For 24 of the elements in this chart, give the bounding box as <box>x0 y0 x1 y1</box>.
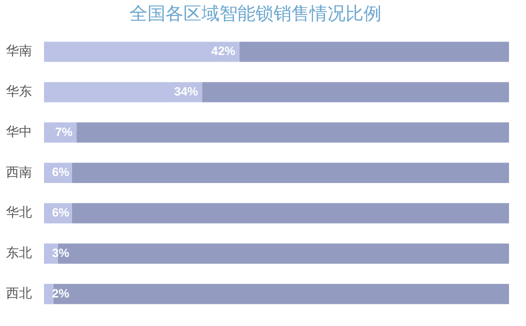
data-label: 6% <box>52 206 70 220</box>
data-label: 3% <box>52 246 70 260</box>
bar <box>44 284 54 304</box>
data-label: 2% <box>52 286 70 300</box>
chart-title: 全国各区域智能锁销售情况比例 <box>130 3 382 24</box>
data-label: 7% <box>55 124 73 139</box>
bar <box>202 82 509 102</box>
y-tick-label: 西北 <box>6 286 32 302</box>
y-tick-label: 西南 <box>6 165 32 180</box>
data-label: 34% <box>174 84 198 98</box>
y-tick-label: 华北 <box>6 206 32 221</box>
bar <box>72 162 509 183</box>
y-tick-label: 华南 <box>6 44 32 60</box>
y-tick-label: 华东 <box>6 84 32 100</box>
bar <box>44 82 202 102</box>
bar <box>44 42 240 62</box>
y-tick-label: 华中 <box>6 124 32 140</box>
data-label: 42% <box>211 44 236 58</box>
data-label: 6% <box>52 165 70 180</box>
bar <box>239 42 509 62</box>
bar <box>72 203 509 224</box>
bar <box>53 284 509 304</box>
y-tick-label: 东北 <box>6 246 32 262</box>
bar <box>76 122 509 143</box>
